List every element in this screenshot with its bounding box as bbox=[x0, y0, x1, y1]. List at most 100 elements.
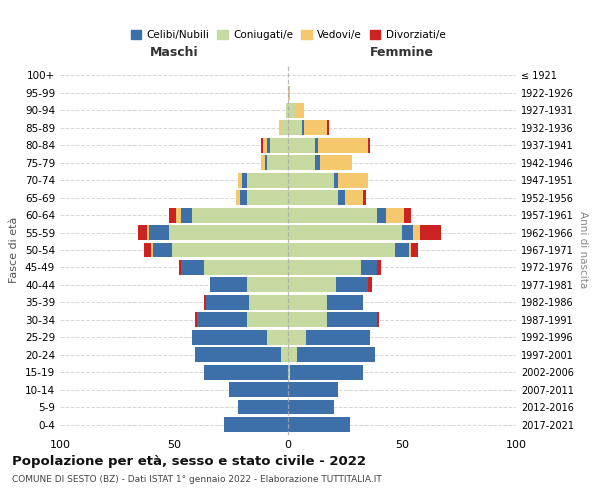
Bar bbox=[288, 312, 327, 327]
Bar bbox=[238, 400, 288, 414]
Bar bbox=[288, 138, 316, 152]
Bar bbox=[368, 278, 373, 292]
Bar bbox=[181, 208, 192, 222]
Bar bbox=[192, 330, 268, 344]
Bar bbox=[176, 208, 181, 222]
Bar bbox=[327, 120, 329, 135]
Bar bbox=[404, 208, 411, 222]
Bar bbox=[377, 208, 386, 222]
Bar bbox=[338, 173, 368, 188]
Bar bbox=[263, 138, 268, 152]
Bar bbox=[279, 120, 281, 135]
Bar bbox=[317, 138, 368, 152]
Bar bbox=[345, 190, 363, 205]
Bar bbox=[281, 348, 288, 362]
Bar bbox=[363, 190, 365, 205]
Bar bbox=[306, 330, 370, 344]
Bar bbox=[260, 138, 263, 152]
Bar bbox=[302, 120, 304, 135]
Bar bbox=[327, 312, 377, 327]
Bar bbox=[169, 208, 176, 222]
Bar bbox=[172, 242, 288, 258]
Bar bbox=[281, 120, 288, 135]
Text: COMUNE DI SESTO (BZ) - Dati ISTAT 1° gennaio 2022 - Elaborazione TUTTITALIA.IT: COMUNE DI SESTO (BZ) - Dati ISTAT 1° gen… bbox=[12, 475, 382, 484]
Bar bbox=[402, 225, 413, 240]
Bar bbox=[334, 173, 338, 188]
Bar bbox=[203, 260, 288, 275]
Bar bbox=[288, 365, 290, 380]
Bar bbox=[288, 382, 338, 397]
Bar bbox=[336, 278, 368, 292]
Bar bbox=[288, 242, 395, 258]
Bar bbox=[240, 190, 247, 205]
Bar bbox=[179, 260, 181, 275]
Bar bbox=[268, 156, 288, 170]
Bar bbox=[268, 138, 270, 152]
Bar bbox=[288, 208, 377, 222]
Bar bbox=[327, 295, 363, 310]
Bar bbox=[377, 260, 382, 275]
Bar bbox=[386, 208, 404, 222]
Bar bbox=[361, 260, 377, 275]
Bar bbox=[297, 348, 374, 362]
Bar bbox=[288, 348, 297, 362]
Bar bbox=[288, 120, 302, 135]
Bar bbox=[194, 312, 197, 327]
Bar bbox=[229, 382, 288, 397]
Bar bbox=[268, 330, 288, 344]
Bar bbox=[247, 312, 288, 327]
Bar bbox=[242, 173, 247, 188]
Bar bbox=[288, 103, 295, 118]
Bar bbox=[288, 330, 306, 344]
Bar bbox=[194, 348, 281, 362]
Bar bbox=[247, 190, 288, 205]
Bar bbox=[316, 138, 317, 152]
Legend: Celibi/Nubili, Coniugati/e, Vedovi/e, Divorziati/e: Celibi/Nubili, Coniugati/e, Vedovi/e, Di… bbox=[127, 26, 449, 44]
Bar bbox=[413, 225, 420, 240]
Y-axis label: Fasce di età: Fasce di età bbox=[10, 217, 19, 283]
Text: Femmine: Femmine bbox=[370, 46, 434, 59]
Bar bbox=[295, 103, 304, 118]
Bar bbox=[320, 156, 352, 170]
Bar bbox=[149, 225, 169, 240]
Bar bbox=[169, 225, 288, 240]
Bar bbox=[288, 295, 327, 310]
Bar bbox=[154, 242, 172, 258]
Bar bbox=[249, 295, 288, 310]
Bar bbox=[270, 138, 288, 152]
Text: Maschi: Maschi bbox=[149, 46, 199, 59]
Bar bbox=[265, 156, 268, 170]
Bar bbox=[236, 190, 240, 205]
Bar bbox=[288, 86, 290, 100]
Bar bbox=[151, 242, 154, 258]
Y-axis label: Anni di nascita: Anni di nascita bbox=[578, 212, 588, 288]
Text: Popolazione per età, sesso e stato civile - 2022: Popolazione per età, sesso e stato civil… bbox=[12, 455, 366, 468]
Bar bbox=[288, 417, 350, 432]
Bar bbox=[338, 190, 345, 205]
Bar bbox=[192, 208, 288, 222]
Bar bbox=[288, 190, 338, 205]
Bar bbox=[224, 417, 288, 432]
Bar bbox=[247, 278, 288, 292]
Bar bbox=[288, 225, 402, 240]
Bar bbox=[286, 103, 288, 118]
Bar bbox=[409, 242, 411, 258]
Bar bbox=[304, 120, 327, 135]
Bar bbox=[411, 242, 418, 258]
Bar bbox=[377, 312, 379, 327]
Bar bbox=[145, 242, 151, 258]
Bar bbox=[181, 260, 203, 275]
Bar bbox=[316, 156, 320, 170]
Bar bbox=[288, 278, 336, 292]
Bar bbox=[206, 295, 249, 310]
Bar bbox=[211, 278, 247, 292]
Bar bbox=[146, 225, 149, 240]
Bar bbox=[203, 295, 206, 310]
Bar bbox=[260, 156, 265, 170]
Bar bbox=[137, 225, 146, 240]
Bar bbox=[290, 365, 363, 380]
Bar bbox=[203, 365, 288, 380]
Bar bbox=[420, 225, 441, 240]
Bar bbox=[288, 156, 316, 170]
Bar bbox=[288, 260, 361, 275]
